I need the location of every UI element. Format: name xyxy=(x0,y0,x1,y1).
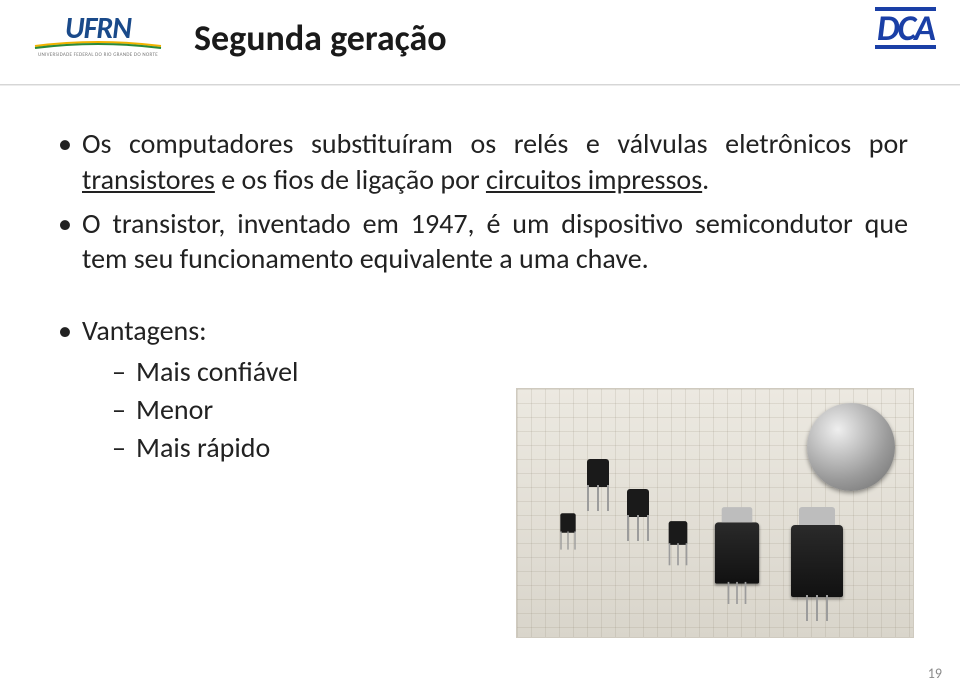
bullet-underline: transistores xyxy=(82,162,215,197)
ufrn-logo: UFRN UNIVERSIDADE FEDERAL DO RIO GRANDE … xyxy=(18,14,178,58)
dca-logo-text: DCA xyxy=(875,12,936,44)
bullet-text: O transistor, inventado em 1947, é um di… xyxy=(82,206,908,277)
bullet-text: e os fios de ligação por xyxy=(215,162,486,197)
bullet-text: . xyxy=(702,162,709,197)
bullet-text: Os computadores substituíram os relés e … xyxy=(82,126,908,161)
small-transistor-icon xyxy=(560,513,575,533)
bullet-item: Os computadores substituíram os relés e … xyxy=(52,126,908,198)
small-transistor-icon xyxy=(587,459,609,487)
transistors-photo xyxy=(516,388,914,638)
sub-item: Mais confiável xyxy=(82,353,908,391)
ufrn-swoosh-icon xyxy=(33,40,163,50)
bullet-item: O transistor, inventado em 1947, é um di… xyxy=(52,206,908,278)
dca-logo: DCA xyxy=(875,6,936,50)
page-number: 19 xyxy=(928,665,942,682)
dca-bar-icon xyxy=(875,45,936,49)
bullet-underline: circuitos impressos xyxy=(486,162,702,197)
slide-header: UFRN UNIVERSIDADE FEDERAL DO RIO GRANDE … xyxy=(0,0,960,84)
advantages-label: Vantagens: xyxy=(82,313,207,348)
to220-transistor-icon xyxy=(715,522,759,583)
to220-transistor-icon xyxy=(791,525,843,597)
title-area: Segunda geração xyxy=(194,16,447,60)
page-title: Segunda geração xyxy=(194,16,447,60)
ufrn-subtitle: UNIVERSIDADE FEDERAL DO RIO GRANDE DO NO… xyxy=(38,52,158,58)
header-divider xyxy=(0,84,960,86)
metal-can-transistor-icon xyxy=(807,403,895,491)
small-transistor-icon xyxy=(669,521,688,545)
small-transistor-icon xyxy=(627,489,649,517)
